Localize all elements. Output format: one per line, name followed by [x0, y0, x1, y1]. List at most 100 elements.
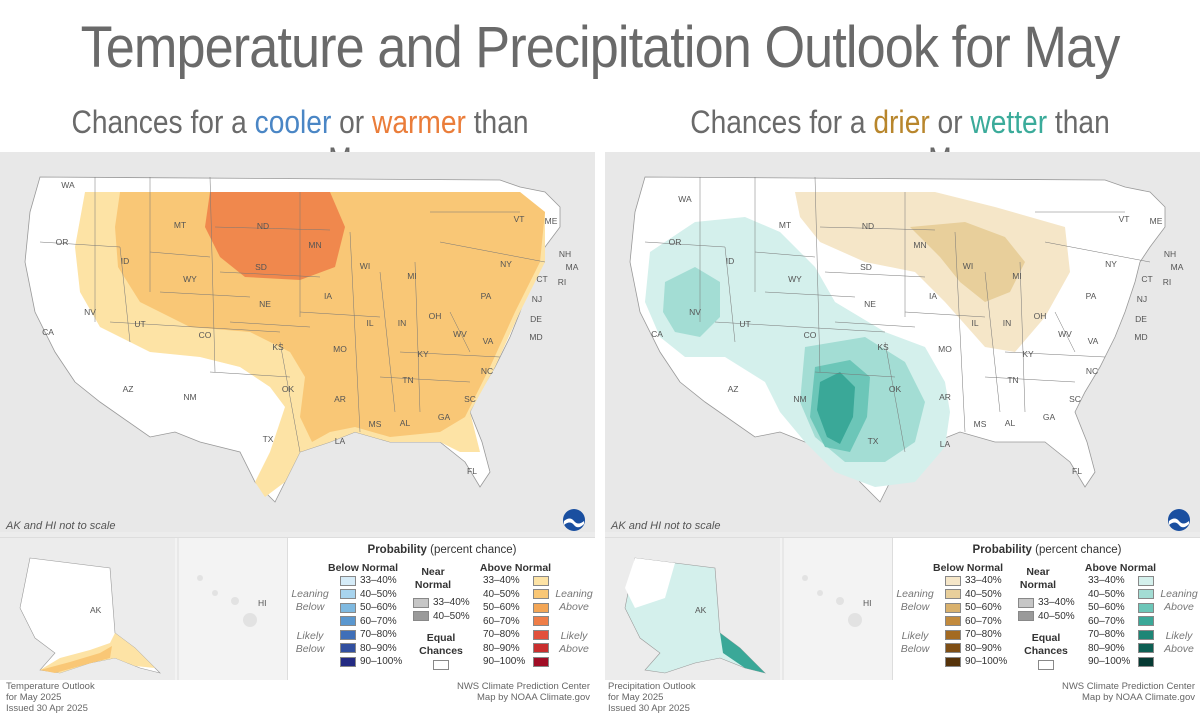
svg-text:TX: TX — [263, 434, 274, 444]
svg-text:WV: WV — [453, 329, 467, 339]
above-legend-row: 60–70% — [483, 615, 549, 628]
svg-text:VT: VT — [1119, 214, 1130, 224]
legend-swatch — [1018, 611, 1034, 621]
legend-range-label: 60–70% — [360, 615, 397, 627]
near-normal-head: Near Normal — [1019, 566, 1057, 591]
svg-text:MO: MO — [333, 344, 347, 354]
svg-text:NY: NY — [1105, 259, 1117, 269]
svg-text:UT: UT — [134, 319, 145, 329]
legend-swatch — [1018, 597, 1034, 608]
svg-text:WV: WV — [1058, 329, 1072, 339]
svg-text:TN: TN — [1007, 375, 1018, 385]
precipitation-map: WA OR CA ID NV MT WY UT AZ CO NM ND SD NE KS OK TX M… — [605, 152, 1200, 532]
svg-text:DE: DE — [1135, 314, 1147, 324]
likely-above-label: Likely Above — [1164, 630, 1194, 655]
svg-text:NE: NE — [259, 299, 271, 309]
temperature-map-panel: WA OR CA ID NV MT WY UT AZ CO NM ND SD NE KS OK TX M… — [0, 152, 595, 680]
above-legend-row: 50–60% — [1088, 601, 1154, 614]
below-legend-row: 40–50% — [945, 588, 1002, 601]
svg-text:IL: IL — [366, 318, 373, 328]
legend-range-label: 33–40% — [483, 575, 520, 586]
below-legend-row: 33–40% — [340, 574, 397, 587]
legend-swatch — [1138, 616, 1154, 626]
likely-below-label: Likely Below — [900, 630, 930, 655]
leaning-below-label: Leaning Below — [896, 588, 934, 613]
svg-text:ME: ME — [545, 216, 558, 226]
svg-text:PA: PA — [481, 291, 492, 301]
svg-text:OH: OH — [1034, 311, 1047, 321]
svg-text:AR: AR — [334, 394, 346, 404]
legend-swatch — [413, 597, 429, 608]
temperature-credits: NWS Climate Prediction Center Map by NOAA… — [456, 681, 590, 703]
svg-text:OR: OR — [669, 237, 682, 247]
state-labels: WA OR CA ID NV MT WY UT AZ CO NM ND SD NE KS OK TX M… — [651, 194, 1184, 476]
svg-text:TX: TX — [868, 436, 879, 446]
svg-text:NV: NV — [84, 307, 96, 317]
svg-text:MI: MI — [1012, 271, 1021, 281]
svg-text:UT: UT — [739, 319, 750, 329]
svg-text:AK: AK — [695, 605, 707, 615]
below-legend-row: 90–100% — [340, 655, 402, 668]
svg-text:ND: ND — [257, 221, 269, 231]
legend-swatch — [533, 575, 549, 586]
svg-text:ID: ID — [726, 256, 735, 266]
svg-text:NV: NV — [689, 307, 701, 317]
legend-range-label: 70–80% — [965, 629, 1002, 640]
svg-text:SD: SD — [860, 262, 872, 272]
above-legend-row: 33–40% — [483, 574, 549, 587]
svg-text:NC: NC — [481, 366, 493, 376]
legend-range-label: 40–50% — [965, 588, 1002, 600]
legend-range-label: 50–60% — [483, 602, 520, 613]
legend-swatch — [945, 629, 961, 640]
below-normal-head: Below Normal — [933, 562, 1004, 574]
temperature-map: WA OR CA ID NV MT WY UT AZ CO NM ND SD NE KS OK TX M… — [0, 152, 595, 532]
svg-text:FL: FL — [1072, 466, 1082, 476]
svg-text:AR: AR — [939, 392, 951, 402]
svg-text:NM: NM — [793, 394, 806, 404]
legend-range-label: 90–100% — [483, 656, 526, 667]
svg-text:VT: VT — [514, 214, 525, 224]
legend-range-label: 33–40% — [360, 575, 397, 586]
below-legend-row: 90–100% — [945, 655, 1007, 668]
legend-swatch — [340, 629, 356, 640]
svg-text:MS: MS — [974, 419, 987, 429]
svg-text:GA: GA — [1043, 412, 1056, 422]
legend-range-label: 70–80% — [483, 629, 520, 640]
svg-text:NY: NY — [500, 259, 512, 269]
precipitation-legend: Probability (percent chance) Below Norma… — [892, 537, 1200, 680]
below-legend-row: 50–60% — [945, 601, 1002, 614]
equal-chances-swatch — [1038, 660, 1054, 670]
page-title: Temperature and Precipitation Outlook fo… — [80, 15, 1121, 80]
above-legend-row: 60–70% — [1088, 615, 1154, 628]
legend-range-label: 80–90% — [1088, 642, 1125, 654]
svg-text:WI: WI — [963, 261, 973, 271]
svg-text:MN: MN — [308, 240, 321, 250]
svg-text:LA: LA — [335, 436, 346, 446]
near-legend-row: 33–40% — [413, 596, 470, 609]
legend-swatch — [945, 589, 961, 599]
legend-swatch — [340, 656, 356, 667]
svg-text:HI: HI — [863, 598, 872, 608]
svg-text:AL: AL — [400, 418, 411, 428]
legend-range-label: 70–80% — [1088, 629, 1125, 640]
legend-swatch — [945, 616, 961, 626]
svg-text:MT: MT — [779, 220, 791, 230]
svg-text:MT: MT — [174, 220, 186, 230]
svg-text:MI: MI — [407, 271, 416, 281]
legend-swatch — [533, 616, 549, 626]
legend-swatch — [945, 656, 961, 667]
legend-swatch — [533, 656, 549, 667]
svg-text:ID: ID — [121, 256, 130, 266]
above-legend-row: 80–90% — [1088, 642, 1154, 655]
legend-swatch — [945, 643, 961, 653]
svg-text:KS: KS — [877, 342, 889, 352]
svg-text:IN: IN — [398, 318, 407, 328]
svg-text:WI: WI — [360, 261, 370, 271]
svg-text:CO: CO — [199, 330, 212, 340]
legend-range-label: 60–70% — [965, 615, 1002, 627]
legend-range-label: 90–100% — [965, 656, 1008, 667]
svg-text:VA: VA — [1088, 336, 1099, 346]
leaning-above-label: Leaning Above — [1160, 588, 1198, 613]
svg-text:MS: MS — [369, 419, 382, 429]
svg-text:NM: NM — [183, 392, 196, 402]
